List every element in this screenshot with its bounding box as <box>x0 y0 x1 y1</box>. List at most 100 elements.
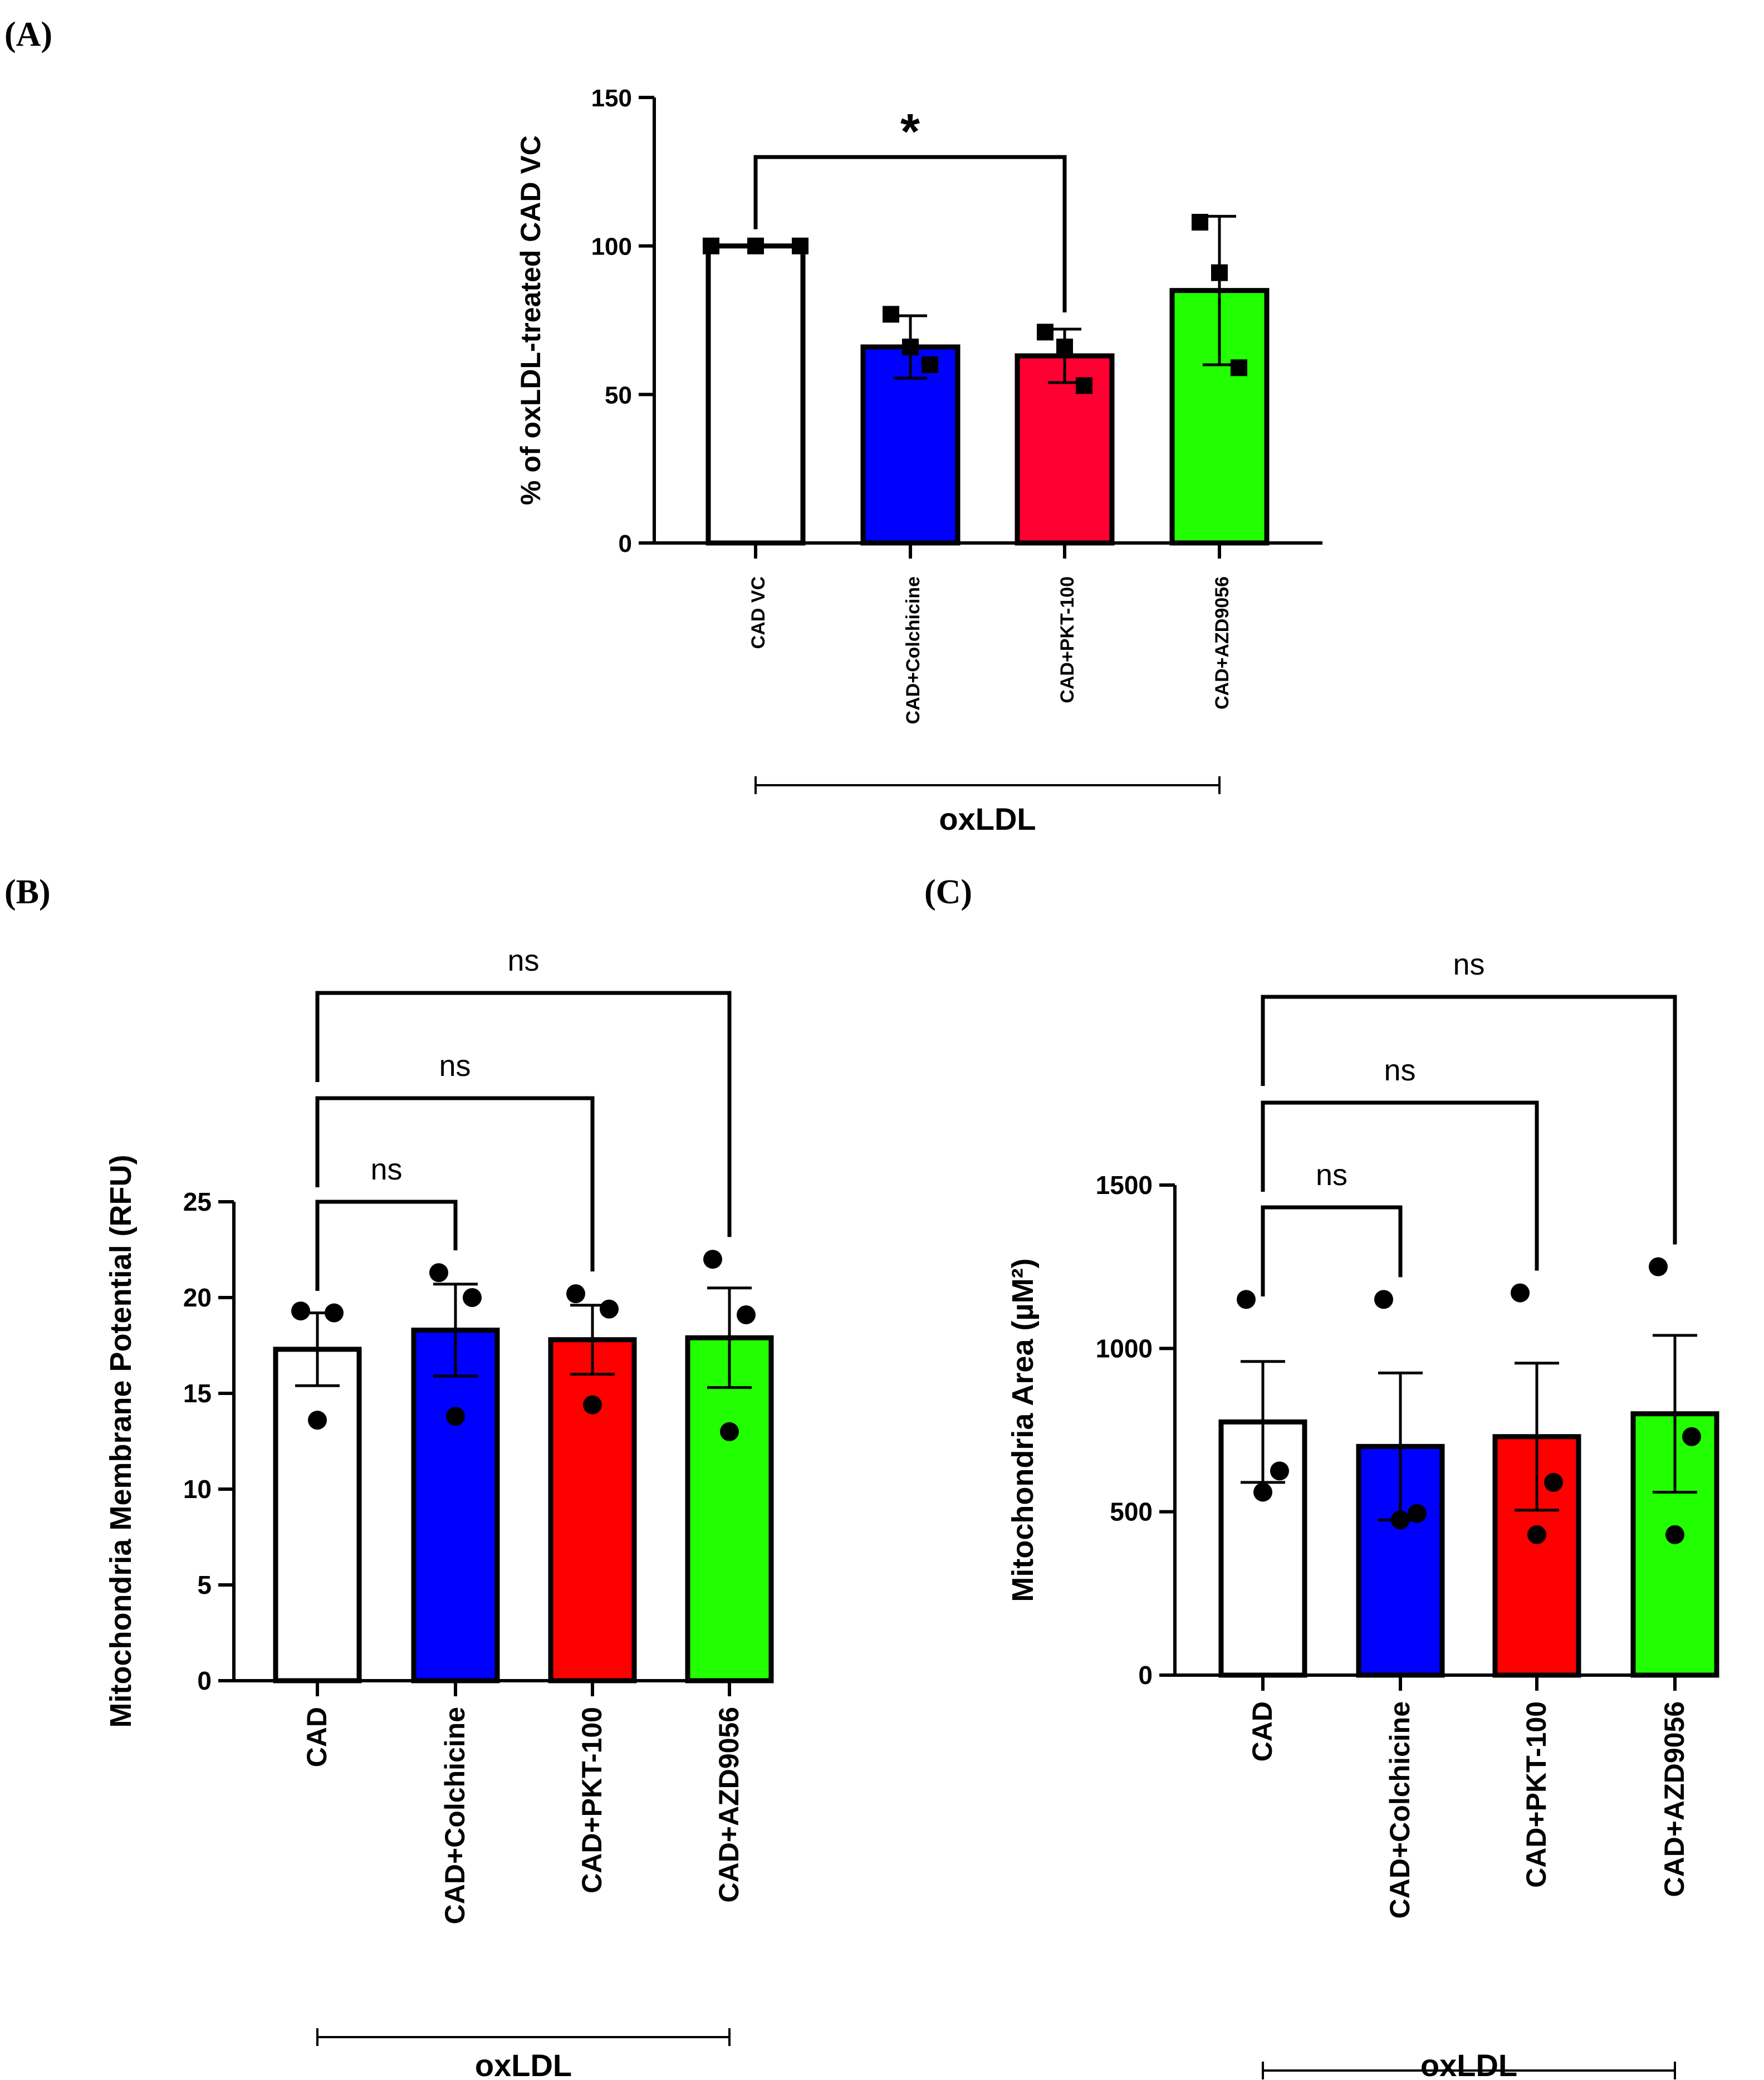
y-tick-label: 0 <box>197 1666 212 1695</box>
data-point-3-0 <box>1649 1257 1668 1276</box>
group-bracket <box>1262 2062 1676 2079</box>
data-point-2-0 <box>566 1284 585 1304</box>
y-tick-label: 10 <box>183 1475 212 1504</box>
group-bracket <box>754 776 1221 794</box>
group-label: oxLDL <box>1420 2048 1517 2080</box>
data-point-0-2 <box>792 237 808 255</box>
bar-0 <box>273 1347 362 1683</box>
panel-label: (C) <box>924 873 972 911</box>
group-bracket <box>316 2028 731 2046</box>
bar-2 <box>548 1337 637 1683</box>
x-tick-label: CAD+PKT-100 <box>576 1707 607 1893</box>
data-point-2-0 <box>1511 1283 1530 1303</box>
data-point-0-1 <box>747 237 764 255</box>
data-point-1-1 <box>1408 1504 1427 1523</box>
significance-bracket-0 <box>1261 1205 1403 1296</box>
y-tick-label: 20 <box>183 1283 212 1312</box>
data-point-2-1 <box>600 1299 619 1319</box>
significance-label-0: * <box>900 104 920 160</box>
bar-1 <box>411 1327 500 1683</box>
data-point-0-2 <box>1253 1482 1272 1502</box>
panel-label: (B) <box>4 873 51 911</box>
data-point-0-0 <box>1237 1290 1256 1309</box>
significance-bracket-2 <box>315 991 732 1237</box>
significance-bracket-0 <box>315 1200 458 1291</box>
y-tick-label: 1500 <box>1096 1171 1153 1200</box>
y-axis-label: Mitochondria Area (µM²) <box>1006 1258 1040 1602</box>
data-point-3-0 <box>1192 214 1208 231</box>
data-point-3-2 <box>1231 359 1247 376</box>
data-point-3-1 <box>1211 264 1228 281</box>
data-point-3-0 <box>703 1250 722 1269</box>
significance-label-1: ns <box>439 1049 471 1083</box>
data-point-0-1 <box>1270 1461 1289 1481</box>
panel-c: (C) 0 500 1000 1500 CAD CAD+Colchicine CAD+PKT-… <box>924 873 1719 2080</box>
y-tick-label: 500 <box>1110 1497 1153 1526</box>
x-tick-label: CAD+Colchicine <box>1384 1701 1415 1919</box>
y-tick-label: 15 <box>183 1379 212 1408</box>
y-tick-label: 50 <box>605 381 632 409</box>
data-point-0-2 <box>308 1411 327 1430</box>
data-point-1-0 <box>1374 1290 1393 1309</box>
group-label: oxLDL <box>475 2048 572 2080</box>
data-point-1-0 <box>429 1263 448 1283</box>
significance-bracket-1 <box>315 1096 595 1272</box>
data-point-3-2 <box>1665 1525 1684 1544</box>
data-point-1-1 <box>463 1288 482 1307</box>
significance-label-1: ns <box>1384 1054 1415 1087</box>
y-tick-label: 100 <box>591 233 632 261</box>
y-tick-label: 0 <box>1138 1661 1153 1690</box>
data-point-0-1 <box>325 1303 344 1323</box>
x-tick-label: CAD <box>1247 1701 1278 1761</box>
x-tick-label: CAD+Colchicine <box>439 1707 471 1924</box>
data-point-2-1 <box>1544 1472 1563 1492</box>
y-axis-label: Mitochondria Membrane Potential (RFU) <box>104 1154 138 1727</box>
data-point-1-2 <box>922 356 938 373</box>
y-tick-label: 0 <box>619 530 632 557</box>
data-point-1-1 <box>902 339 919 355</box>
data-point-3-1 <box>737 1305 756 1324</box>
x-tick-label: CAD VC <box>748 576 769 649</box>
data-point-2-0 <box>1037 324 1054 341</box>
significance-bracket-1 <box>1261 1100 1539 1271</box>
bar-2 <box>1492 1434 1581 1678</box>
x-tick-label: CAD+PKT-100 <box>1057 576 1078 703</box>
y-tick-label: 1000 <box>1096 1334 1153 1363</box>
data-point-0-0 <box>703 237 719 255</box>
data-point-2-2 <box>1076 377 1092 394</box>
x-tick-label: CAD+AZD9056 <box>713 1707 744 1903</box>
data-point-3-2 <box>720 1422 739 1441</box>
y-axis-label: % of oxLDL-treated CAD VC <box>515 135 546 505</box>
y-tick-label: 5 <box>197 1570 212 1599</box>
significance-label-0: ns <box>370 1153 402 1186</box>
panel-label: (A) <box>4 16 52 53</box>
x-tick-label: CAD+Colchicine <box>903 576 924 724</box>
error-bar-1 <box>433 1283 478 1378</box>
significance-bracket-2 <box>1261 995 1677 1245</box>
significance-label-2: ns <box>507 944 539 977</box>
error-bar-3 <box>707 1286 752 1389</box>
significance-label-0: ns <box>1316 1158 1347 1192</box>
data-point-2-1 <box>1056 339 1073 355</box>
x-tick-label: CAD+AZD9056 <box>1212 576 1233 709</box>
data-point-3-1 <box>1682 1427 1701 1446</box>
x-tick-label: CAD+AZD9056 <box>1659 1701 1690 1897</box>
x-tick-label: CAD <box>301 1707 332 1767</box>
data-point-1-0 <box>883 306 899 323</box>
data-point-2-2 <box>583 1395 602 1415</box>
y-tick-label: 150 <box>591 85 632 112</box>
data-point-0-0 <box>291 1301 310 1321</box>
data-point-1-2 <box>1391 1510 1410 1530</box>
error-bar-0 <box>1241 1360 1285 1484</box>
bar-3 <box>685 1335 774 1683</box>
bar-0 <box>705 243 806 546</box>
y-tick-label: 25 <box>183 1187 212 1216</box>
panel-a: (A) 0 50 100 150 CAD VC CAD+Colchicine CAD+PKT-… <box>4 16 1322 836</box>
significance-label-2: ns <box>1453 948 1484 981</box>
error-bar-3 <box>1653 1334 1697 1494</box>
group-label: oxLDL <box>939 801 1036 836</box>
panel-b: (B) 0 5 10 15 20 25 CAD CAD+Colchicine CAD+PKT-10… <box>4 873 774 2080</box>
significance-bracket-0 <box>753 155 1067 312</box>
data-point-1-2 <box>446 1407 465 1426</box>
